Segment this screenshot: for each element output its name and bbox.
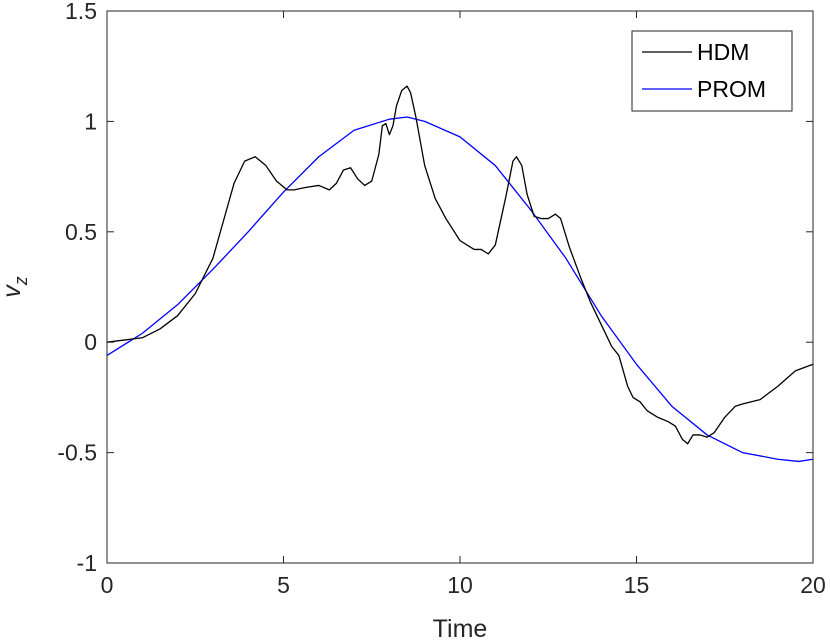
y-axis-label-main: v — [0, 284, 26, 298]
y-tick-label: -1 — [77, 550, 97, 576]
plot-layer — [106, 85, 814, 463]
legend-label-prom: PROM — [697, 76, 766, 102]
series-line-prom — [106, 116, 814, 463]
legend: HDM PROM — [631, 30, 793, 112]
x-tick-label: 5 — [277, 572, 290, 598]
x-tick-label: 20 — [800, 572, 826, 598]
y-tick-label: -0.5 — [57, 440, 97, 466]
y-tick-label: 1.5 — [65, 0, 97, 24]
legend-label-hdm: HDM — [697, 39, 749, 65]
series-line-hdm — [106, 85, 814, 445]
x-axis-label: Time — [433, 615, 488, 641]
x-tick-label: 15 — [624, 572, 650, 598]
y-tick-label: 0 — [84, 329, 97, 355]
legend-box — [631, 30, 793, 112]
y-axis-label-subscript: z — [11, 276, 31, 286]
y-axis-label: vz — [0, 276, 31, 298]
y-tick-label: 0.5 — [65, 219, 97, 245]
y-tick-label: 1 — [84, 108, 97, 134]
x-tick-label: 10 — [447, 572, 473, 598]
axis-layer: 0 5 10 15 20 -1 -0.5 0 0.5 1 1.5 — [57, 0, 825, 598]
x-tick-label: 0 — [101, 572, 114, 598]
svg-text:vz: vz — [0, 276, 31, 298]
